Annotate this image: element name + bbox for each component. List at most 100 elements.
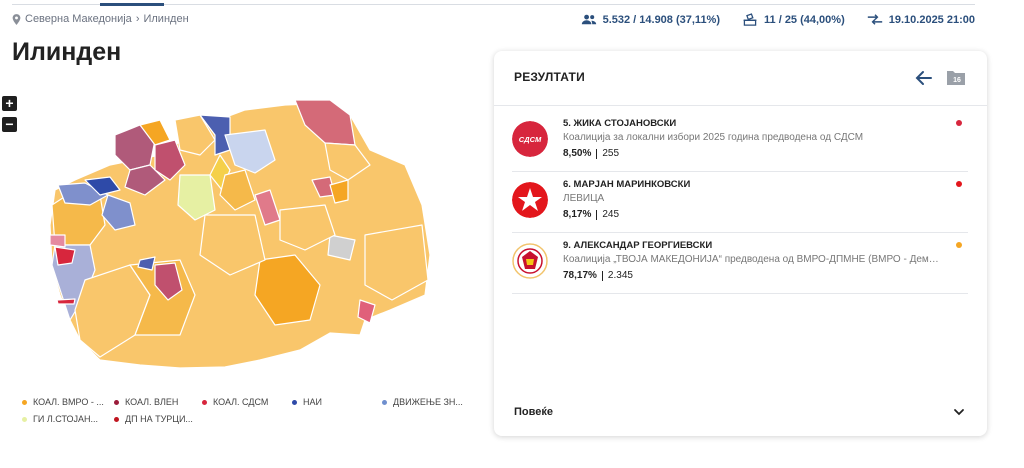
map-region (199, 114, 231, 156)
map-region (357, 299, 376, 324)
candidate-party: Коалиција за локални избори 2025 година … (563, 132, 864, 143)
candidate-name: 9. АЛЕКСАНДАР ГЕОРГИЕВСКИ (563, 240, 713, 251)
map-region (56, 298, 76, 305)
map-region (49, 234, 66, 248)
turnout-value: 5.532 / 14.908 (37,11%) (602, 13, 721, 26)
legend-label: КОАЛ. ВЛЕН (125, 397, 179, 407)
results-panel: РЕЗУЛТАТИ 16 СДСМ 5. ЖИКА СТОЈАНОВСКИ Ко… (494, 51, 987, 436)
updated-stat: 19.10.2025 21:00 (867, 13, 975, 26)
candidate-name: 6. МАРЈАН МАРИНКОВСКИ (563, 179, 691, 190)
legend-label: ГИ Л.СТОЈАН... (33, 414, 99, 424)
map-region (219, 169, 256, 211)
stations-value: 11 / 25 (44,00%) (764, 13, 845, 26)
stats-bar: 5.532 / 14.908 (37,11%) 11 / 25 (44,00%)… (581, 13, 975, 26)
legend-label: ДП НА ТУРЦИ... (125, 414, 193, 424)
map-region (54, 246, 76, 266)
logo-bg (512, 121, 548, 157)
map-region (279, 204, 336, 251)
top-divider (12, 4, 975, 5)
stations-stat: 11 / 25 (44,00%) (742, 13, 845, 26)
status-dot (956, 120, 962, 126)
arrow-left-icon[interactable] (915, 69, 933, 87)
legend-item[interactable]: НАИ (292, 397, 322, 407)
logo-bg (517, 248, 543, 274)
legend-label: КОАЛ. ВМРО - ... (33, 397, 104, 407)
divider (596, 209, 598, 220)
map-region (329, 179, 349, 204)
turnout-stat: 5.532 / 14.908 (37,11%) (581, 13, 720, 26)
map-region (327, 234, 356, 261)
chevron-right-icon: › (135, 13, 140, 25)
candidate-result: 8,50% 255 (563, 148, 619, 159)
legend-item[interactable]: ДВИЖЕЊЕ ЗН... (382, 397, 463, 407)
more-toggle-label[interactable]: Повеќе (514, 406, 553, 418)
legend-swatch (202, 399, 207, 405)
candidate-name: 5. ЖИКА СТОЈАНОВСКИ (563, 118, 677, 129)
results-title: РЕЗУЛТАТИ (514, 70, 585, 84)
legend-item[interactable]: ГИ Л.СТОЈАН... (22, 414, 98, 424)
candidate-row[interactable]: ЛЕВИЦА 6. МАРЈАН МАРИНКОВСКИ ЛЕВИЦА 8,17… (512, 174, 968, 233)
candidate-result: 78,17% 2.345 (563, 270, 633, 281)
candidate-party: ЛЕВИЦА (563, 193, 605, 204)
candidate-percent: 8,17% (563, 209, 592, 220)
map-region (364, 224, 429, 301)
candidate-result: 8,17% 245 (563, 209, 619, 220)
map-region (139, 119, 171, 146)
logo-text: СДСМ (519, 135, 542, 144)
legend-swatch (292, 399, 297, 405)
legend-swatch (114, 399, 119, 405)
breadcrumb: Северна Македонија › Илинден (12, 13, 189, 25)
location-pin-icon (12, 13, 21, 25)
legend-item[interactable]: КОАЛ. ВМРО - ... (22, 397, 104, 407)
divider (596, 148, 598, 159)
divider (601, 270, 603, 281)
levica-logo-icon: ЛЕВИЦА (512, 182, 548, 218)
map-region (154, 262, 183, 301)
legend-swatch (22, 416, 27, 422)
results-header: РЕЗУЛТАТИ 16 (494, 51, 987, 106)
map-region (124, 164, 166, 196)
ballot-box-icon (743, 13, 757, 26)
map-region (199, 214, 266, 276)
map-region (224, 129, 276, 174)
map-region (254, 254, 321, 326)
page-title: Илинден (12, 38, 122, 66)
map-region (101, 194, 136, 231)
vmro-logo-icon (512, 243, 548, 279)
candidate-row[interactable]: СДСМ 5. ЖИКА СТОЈАНОВСКИ Коалиција за ло… (512, 113, 968, 172)
breadcrumb-municipality: Илинден (143, 13, 189, 25)
logo-text: ЛЕВИЦА (521, 209, 538, 214)
legend-label: НАИ (303, 397, 322, 407)
legend-item[interactable]: КОАЛ. СДСМ (202, 397, 268, 407)
candidate-party: Коалиција „ТВОЈА МАКЕДОНИЈА“ предводена … (563, 254, 939, 265)
breadcrumb-country[interactable]: Северна Македонија (25, 13, 132, 25)
legend-swatch (382, 399, 387, 405)
candidate-percent: 78,17% (563, 270, 597, 281)
candidate-votes: 2.345 (607, 270, 633, 281)
candidate-row[interactable]: 9. АЛЕКСАНДАР ГЕОРГИЕВСКИ Коалиција „ТВО… (512, 235, 968, 294)
zoom-in-button[interactable]: + (2, 96, 17, 111)
map-region (84, 176, 121, 196)
legend-swatch (114, 416, 119, 422)
legend-item[interactable]: ДП НА ТУРЦИ... (114, 414, 193, 424)
legend-swatch (22, 399, 27, 405)
updated-value: 19.10.2025 21:00 (888, 13, 975, 26)
candidate-votes: 245 (602, 209, 620, 220)
candidate-percent: 8,50% (563, 148, 592, 159)
sync-arrows-icon (867, 14, 882, 25)
chevron-down-icon[interactable] (952, 405, 966, 419)
folder-icon[interactable]: 16 (946, 68, 966, 86)
people-icon (581, 14, 596, 25)
active-tab-indicator (100, 3, 164, 6)
sdsm-logo-icon: СДСМ (512, 121, 548, 157)
map-region (137, 256, 156, 271)
zoom-out-button[interactable]: − (2, 117, 17, 132)
legend-label: ДВИЖЕЊЕ ЗН... (393, 397, 463, 407)
map-region (174, 114, 216, 156)
status-dot (956, 242, 962, 248)
folder-count: 16 (953, 77, 961, 84)
municipality-map[interactable] (30, 95, 440, 380)
status-dot (956, 181, 962, 187)
legend-item[interactable]: КОАЛ. ВЛЕН (114, 397, 178, 407)
candidate-votes: 255 (602, 148, 620, 159)
